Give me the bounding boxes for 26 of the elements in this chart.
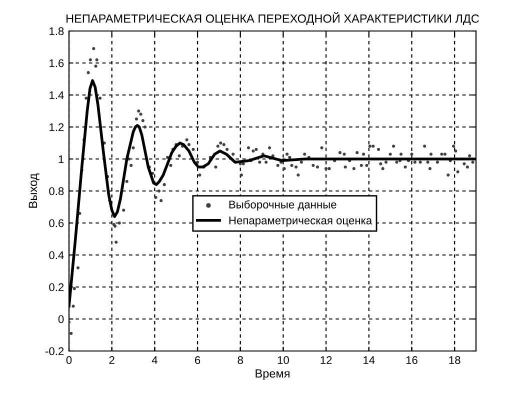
chart-title: НЕПАРАМЕТРИЧЕСКАЯ ОЦЕНКА ПЕРЕХОДНОЙ ХАРАКТЕРИСТИКИ ЛДС bbox=[66, 12, 479, 26]
y-tick-label: 1.4 bbox=[50, 91, 64, 100]
y-tick-label: 0.4 bbox=[49, 251, 64, 260]
x-axis-title: Время bbox=[256, 369, 290, 380]
y-axis-title: Выход bbox=[28, 174, 40, 208]
legend-label: Выборочные данные bbox=[229, 200, 336, 211]
y-tick-label: 1.6 bbox=[50, 59, 64, 68]
x-tick-label: 4 bbox=[152, 356, 158, 364]
y-tick-label: 1.8 bbox=[50, 27, 64, 36]
x-tick-label: 6 bbox=[195, 356, 200, 364]
y-tick-label: 0.8 bbox=[49, 187, 64, 196]
x-tick-label: 2 bbox=[109, 356, 114, 364]
y-tick-label: 1 bbox=[58, 155, 64, 164]
x-tick-label: 8 bbox=[238, 356, 243, 364]
y-tick-label: 0.2 bbox=[49, 283, 64, 292]
x-tick-label: 16 bbox=[406, 356, 418, 364]
x-tick-label: 0 bbox=[66, 356, 72, 364]
y-tick-label: 1.2 bbox=[50, 123, 64, 132]
x-tick-label: 14 bbox=[364, 356, 375, 364]
legend-label: Непараметрическая оценка bbox=[229, 216, 372, 227]
y-tick-label: 0 bbox=[58, 315, 64, 324]
x-tick-label: 10 bbox=[278, 356, 289, 364]
x-tick-label: 18 bbox=[449, 356, 460, 364]
y-tick-label: 0.6 bbox=[49, 219, 64, 228]
y-tick-label: -0.2 bbox=[45, 347, 64, 356]
x-tick-label: 12 bbox=[320, 356, 332, 364]
